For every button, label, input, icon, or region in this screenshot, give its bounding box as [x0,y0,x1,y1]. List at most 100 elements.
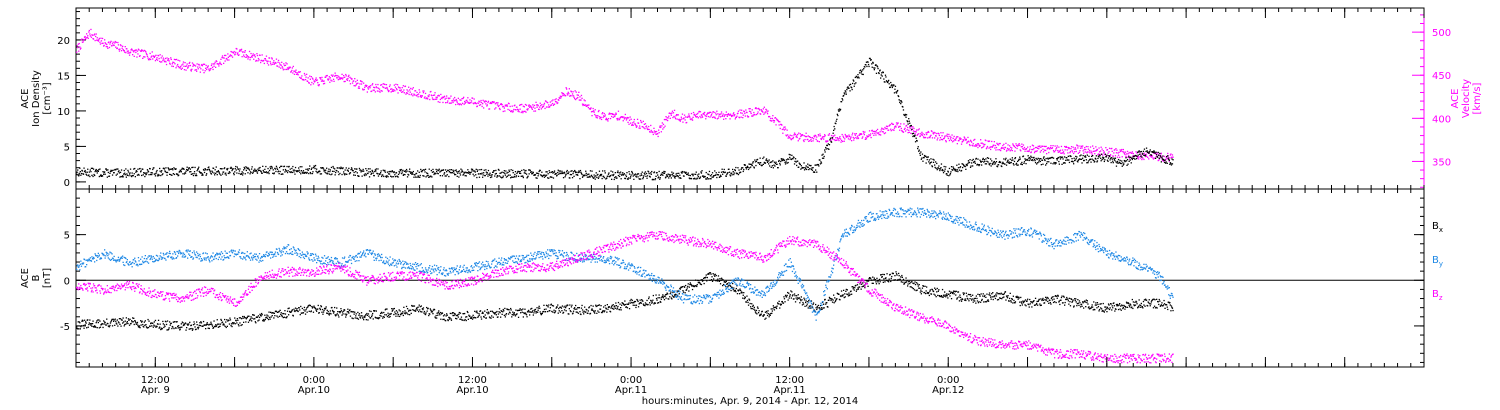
velocity-point [100,37,102,39]
b-bx-point [267,315,269,317]
velocity-point [811,137,814,139]
velocity-point [424,92,427,95]
b-bx-point [190,324,192,326]
density-point [938,168,940,170]
density-point [946,174,948,176]
velocity-point [1152,158,1155,160]
density-point [255,169,257,172]
velocity-point [970,140,972,142]
velocity-point [286,63,288,65]
velocity-point [356,83,358,85]
velocity-point [951,141,954,143]
density-tick-label: 15 [57,71,70,82]
velocity-point [734,118,736,120]
velocity-point [406,89,408,91]
velocity-point [250,52,252,55]
density-point [1042,163,1044,165]
density-point [1091,155,1093,157]
density-point [125,176,127,178]
density-point [476,170,478,172]
density-point [147,171,150,173]
velocity-point [591,110,594,113]
velocity-point [1071,151,1074,153]
velocity-point [969,139,972,141]
density-point [225,172,227,174]
density-point [177,173,179,175]
density-point [411,173,413,175]
density-point [808,164,810,166]
velocity-point [697,117,699,119]
velocity-point [851,134,853,136]
density-point [664,171,666,173]
velocity-point [717,113,719,115]
b-bx-point [192,328,194,330]
velocity-point [1018,143,1020,145]
velocity-point [665,119,668,121]
density-point [854,76,856,79]
velocity-point [1125,153,1128,155]
b-bx-point [227,320,229,322]
velocity-point [478,100,480,102]
velocity-point [520,104,522,106]
density-point [822,153,824,155]
velocity-point [1041,145,1044,147]
density-point [1001,163,1003,165]
b-tick-label: -5 [60,322,70,333]
density-point [127,171,130,173]
velocity-point [681,113,684,115]
velocity-point [712,111,714,113]
b-bx-point [321,308,324,311]
b-bx-point [249,319,251,321]
b-bx-point [370,310,372,313]
density-point [189,168,191,170]
velocity-point [744,115,746,117]
density-point [529,169,531,172]
density-point [907,121,909,123]
velocity-point [918,128,920,130]
density-point [669,175,671,177]
velocity-point [317,82,319,84]
density-point [402,174,404,176]
b-bx-point [217,323,219,325]
velocity-point [807,138,809,141]
b-bx-point [266,314,268,316]
density-point [1000,161,1002,163]
density-point [1148,152,1150,154]
velocity-point [522,105,524,107]
b-bx-point [103,320,105,322]
velocity-point [1045,145,1047,148]
velocity-point [1056,145,1058,147]
b-bx-point [142,323,144,326]
density-point [431,171,434,173]
density-point [254,170,256,172]
density-point [978,164,980,167]
density-point [362,170,364,172]
b-bx-point [326,312,328,314]
density-point [869,57,871,60]
density-point [99,168,101,170]
velocity-point [1033,152,1036,154]
velocity-point [709,111,712,113]
density-point [388,173,391,175]
velocity-point [358,87,361,89]
velocity-point [705,115,707,118]
b-bx-point [447,319,449,321]
b-bx-point [367,319,369,321]
velocity-point [935,135,937,137]
b-bx-point [143,326,145,328]
density-point [1028,157,1030,159]
velocity-point [189,61,191,64]
density-point [539,169,541,172]
density-point [1157,151,1159,154]
density-point [640,178,642,180]
density-point [873,69,875,71]
velocity-point [850,136,852,138]
b-bx-point [404,310,406,312]
b-bx-point [173,327,175,330]
velocity-point [963,139,965,142]
velocity-point [682,118,685,120]
velocity-point [793,132,796,134]
velocity-point [236,48,238,50]
velocity-point [726,114,728,116]
velocity-point [87,35,89,37]
